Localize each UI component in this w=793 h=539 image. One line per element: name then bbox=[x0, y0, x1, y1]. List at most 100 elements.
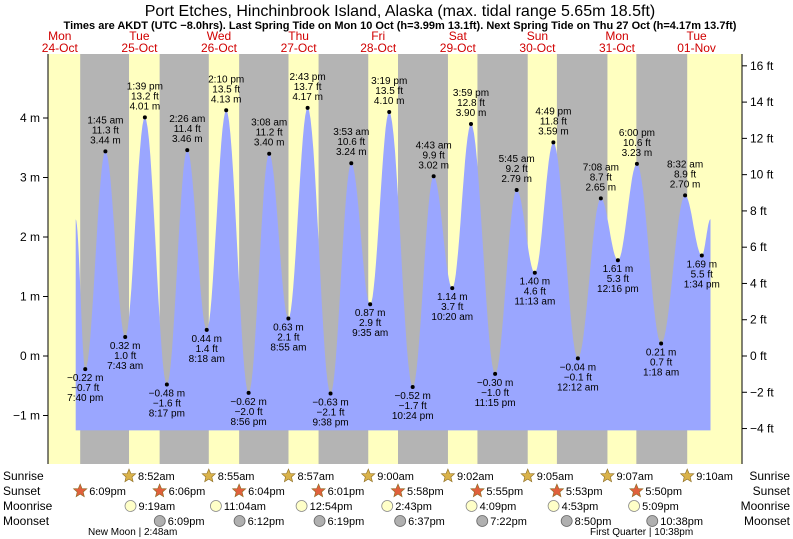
day-of-week-label: Mon bbox=[605, 29, 628, 43]
daylight-band bbox=[48, 54, 81, 464]
tide-height-m-label: 3.02 m bbox=[418, 160, 449, 171]
tide-height-m-label: 2.79 m bbox=[501, 174, 532, 185]
tide-height-m-label: 0.63 m bbox=[273, 323, 304, 334]
tide-height-ft-label: 12.8 ft bbox=[457, 98, 485, 109]
tide-point bbox=[164, 382, 169, 387]
tide-height-m-label: 3.40 m bbox=[254, 138, 285, 149]
tide-height-ft-label: −2.1 ft bbox=[317, 407, 345, 418]
tide-height-ft-label: 9.9 ft bbox=[423, 150, 445, 161]
tide-time-label: 12:16 pm bbox=[597, 284, 639, 295]
day-of-week-label: Mon bbox=[48, 29, 71, 43]
tide-height-m-label: −0.22 m bbox=[67, 373, 103, 384]
moonrise-icon bbox=[124, 500, 137, 512]
tide-height-m-label: −0.04 m bbox=[560, 362, 596, 373]
tide-height-ft-label: 2.1 ft bbox=[277, 333, 299, 344]
tide-height-ft-label: 3.7 ft bbox=[441, 302, 463, 313]
sunset-icon bbox=[311, 483, 326, 498]
moonset-time: 6:09pm bbox=[168, 516, 205, 528]
tide-height-m-label: 4.13 m bbox=[211, 94, 242, 105]
sunset-icon bbox=[152, 483, 168, 498]
tide-point bbox=[103, 149, 108, 154]
tide-height-ft-label: 11.4 ft bbox=[174, 124, 201, 135]
tide-height-ft-label: 0.7 ft bbox=[650, 358, 672, 369]
tide-height-ft-label: 9.2 ft bbox=[506, 164, 528, 175]
sunrise-time: 8:57am bbox=[297, 471, 334, 483]
moonrise-time: 5:09pm bbox=[642, 501, 679, 513]
tide-point bbox=[387, 110, 392, 115]
moonset-icon bbox=[476, 515, 489, 527]
tide-height-m-label: 2.70 m bbox=[670, 179, 701, 190]
tide-height-ft-label: 11.2 ft bbox=[256, 128, 283, 139]
tide-height-m-label: −0.52 m bbox=[394, 391, 430, 402]
tide-time-label: 7:43 am bbox=[107, 361, 143, 372]
moonset-icon bbox=[646, 515, 659, 527]
tide-height-ft-label: −1.0 ft bbox=[481, 388, 509, 399]
right-tick-label: 12 ft bbox=[750, 131, 774, 145]
tide-time-label: 1:18 am bbox=[643, 368, 679, 379]
tide-point bbox=[659, 341, 664, 346]
day-of-week-label: Tue bbox=[686, 29, 707, 43]
tide-height-ft-label: −1.6 ft bbox=[153, 399, 181, 410]
tide-point bbox=[532, 270, 537, 275]
row-label-left: Moonrise bbox=[3, 499, 53, 513]
sunrise-icon bbox=[520, 468, 536, 483]
tide-time-label: 5:45 am bbox=[499, 154, 535, 165]
sunset-icon bbox=[390, 483, 406, 498]
right-tick-label: 10 ft bbox=[750, 168, 774, 182]
moonrise-time: 4:09pm bbox=[480, 501, 517, 513]
tide-height-m-label: 1.61 m bbox=[603, 264, 634, 275]
tide-time-label: 8:32 am bbox=[667, 159, 703, 170]
tide-time-label: 3:53 am bbox=[333, 127, 369, 138]
left-tick-label: 0 m bbox=[20, 349, 40, 363]
tide-time-label: 7:08 am bbox=[583, 162, 619, 173]
tide-time-label: 1:39 pm bbox=[127, 81, 163, 92]
moonrise-time: 11:04am bbox=[224, 501, 266, 513]
tide-time-label: 11:13 am bbox=[514, 297, 555, 308]
tide-point bbox=[493, 371, 498, 376]
row-label-right: Moonrise bbox=[741, 499, 791, 513]
tide-height-ft-label: −0.7 ft bbox=[71, 383, 99, 394]
tide-height-m-label: 0.32 m bbox=[110, 341, 141, 352]
tide-height-ft-label: 2.9 ft bbox=[359, 318, 381, 329]
sunrise-icon bbox=[600, 468, 615, 483]
left-tick-label: −1 m bbox=[13, 409, 40, 423]
tide-point bbox=[598, 196, 603, 201]
sunrise-icon bbox=[679, 468, 695, 483]
moonset-time: 6:12pm bbox=[248, 516, 285, 528]
moon-phase-label: First Quarter | 10:38pm bbox=[590, 527, 693, 538]
moonrise-time: 4:53pm bbox=[562, 501, 599, 513]
right-tick-label: 4 ft bbox=[750, 276, 767, 290]
tide-time-label: 7:40 pm bbox=[67, 393, 103, 404]
tide-height-ft-label: 13.2 ft bbox=[131, 91, 159, 102]
sunrise-icon bbox=[281, 468, 296, 483]
right-tick-label: 8 ft bbox=[750, 204, 767, 218]
tide-height-ft-label: 11.8 ft bbox=[540, 116, 567, 127]
tide-area bbox=[75, 107, 711, 431]
tide-height-m-label: 4.10 m bbox=[374, 96, 405, 107]
sunset-icon bbox=[231, 483, 247, 498]
tide-height-m-label: 2.65 m bbox=[586, 182, 617, 193]
moonset-icon bbox=[313, 515, 326, 527]
tide-height-m-label: 1.40 m bbox=[520, 277, 551, 288]
day-of-week-label: Thu bbox=[288, 29, 309, 43]
day-of-week-label: Sun bbox=[527, 29, 548, 43]
tide-point bbox=[410, 384, 415, 389]
tide-time-label: 8:56 pm bbox=[231, 417, 267, 428]
date-label: 24-Oct bbox=[42, 41, 79, 55]
date-label: 25-Oct bbox=[121, 41, 158, 55]
sunset-icon bbox=[549, 483, 565, 498]
right-tick-label: 0 ft bbox=[750, 349, 767, 363]
sunrise-time: 8:52am bbox=[138, 471, 175, 483]
moonset-time: 10:38pm bbox=[660, 516, 703, 528]
tide-point bbox=[328, 391, 333, 396]
tide-time-label: 10:20 am bbox=[431, 312, 473, 323]
sunset-time: 6:06pm bbox=[169, 486, 206, 498]
tide-time-label: 6:00 pm bbox=[619, 128, 655, 139]
tide-height-ft-label: 5.3 ft bbox=[607, 274, 629, 285]
tide-height-m-label: 3.23 m bbox=[622, 148, 653, 159]
tide-height-m-label: 3.59 m bbox=[538, 126, 569, 137]
tide-height-m-label: 4.01 m bbox=[130, 101, 161, 112]
day-of-week-label: Wed bbox=[207, 29, 231, 43]
tide-time-label: 11:15 pm bbox=[475, 398, 516, 409]
